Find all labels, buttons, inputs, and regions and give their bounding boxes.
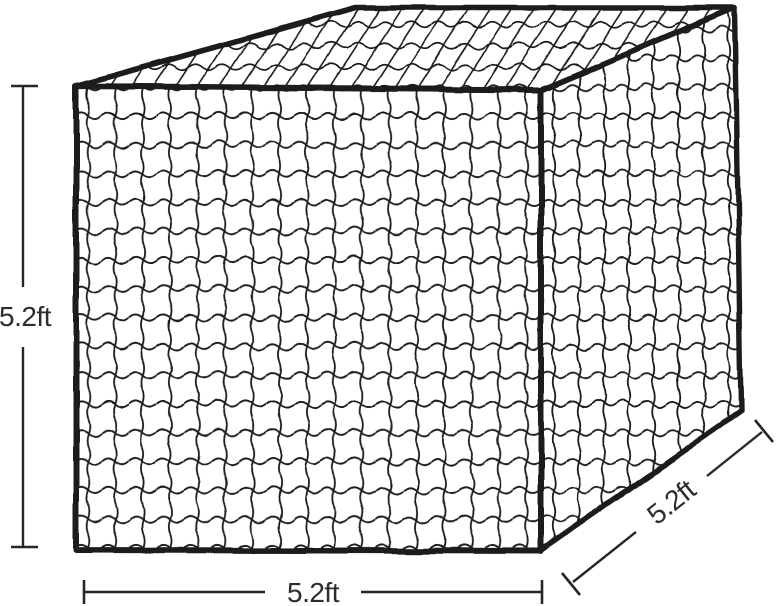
front-face-mesh	[76, 86, 541, 551]
width-dimension: 5.2ft	[82, 577, 544, 606]
net-right-face	[538, 5, 744, 554]
depth-dimension-near-tick	[560, 572, 582, 596]
depth-dimension-lower-line	[572, 531, 637, 583]
width-dimension-label: 5.2ft	[287, 577, 340, 606]
depth-dimension-upper-line	[706, 431, 763, 477]
net-front-face	[73, 83, 544, 554]
net-cube	[73, 5, 744, 554]
depth-dimension-far-tick	[753, 419, 775, 443]
depth-dimension-label: 5.2ft	[641, 473, 702, 530]
height-dimension-label: 5.2ft	[0, 301, 52, 332]
front-face-border	[73, 83, 544, 554]
top-face-diagonal-mesh	[76, 8, 735, 90]
height-dimension: 5.2ft	[0, 84, 52, 549]
right-face-mesh	[541, 8, 741, 551]
